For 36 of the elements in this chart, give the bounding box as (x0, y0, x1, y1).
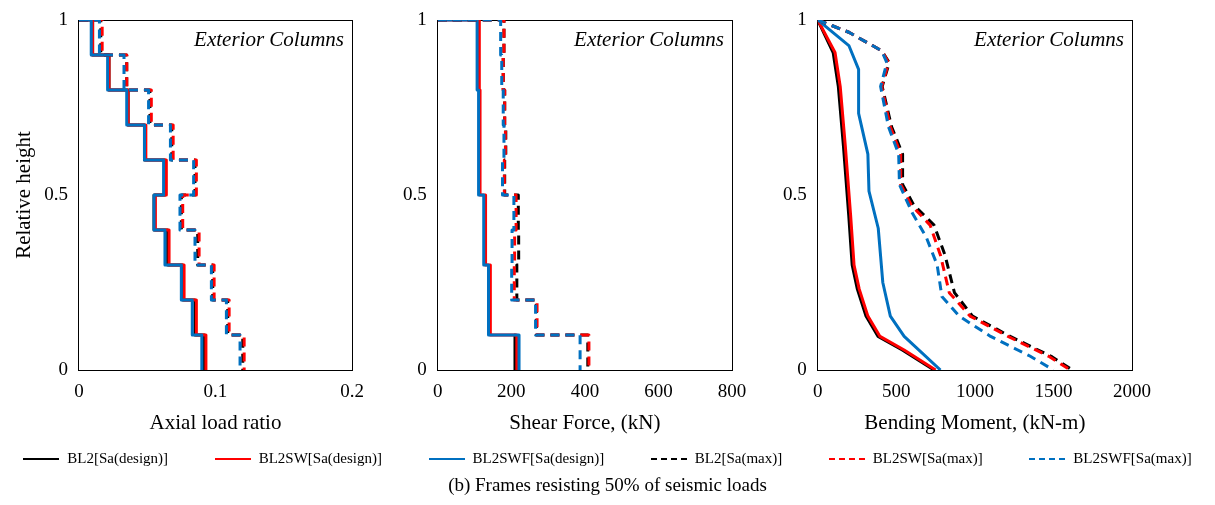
y-axis-title: Relative height (11, 130, 36, 259)
y-tick-label: 1 (797, 7, 807, 29)
x-axis-title: Bending Moment, (kN-m) (864, 409, 1086, 434)
x-tick-label: 500 (882, 380, 911, 402)
y-tick-label: 0 (58, 357, 68, 379)
y-tick-label: 0 (417, 357, 427, 379)
y-tick-label: 0.5 (44, 182, 68, 204)
legend-label: BL2[Sa(max)] (694, 450, 783, 467)
legend-label: BL2SW[Sa(max)] (872, 450, 983, 467)
x-tick-label: 600 (644, 380, 673, 402)
annotation: Exterior Columns (573, 27, 724, 52)
text: (b) Frames resisting 50% of seismic loads (447, 474, 768, 496)
legend-label: BL2[Sa(design)] (67, 450, 169, 467)
x-axis-title: Shear Force, (kN) (509, 409, 661, 434)
annotation: Exterior Columns (973, 27, 1124, 52)
x-tick-label: 0.2 (340, 380, 364, 402)
x-tick-label: 200 (497, 380, 526, 402)
y-tick-label: 1 (417, 7, 427, 29)
y-tick-label: 0.5 (403, 182, 427, 204)
x-tick-label: 0 (433, 380, 443, 402)
x-tick-label: 800 (717, 380, 747, 402)
y-tick-label: 0.5 (783, 182, 807, 204)
x-tick-label: 1500 (1034, 380, 1073, 402)
x-tick-label: 0.1 (203, 380, 228, 402)
x-tick-label: 0 (74, 380, 84, 402)
x-tick-label: 2000 (1113, 380, 1151, 402)
legend-label: BL2SW[Sa(design)] (258, 450, 382, 467)
legend-label: BL2SWF[Sa(max)] (1073, 450, 1192, 467)
x-tick-label: 1000 (955, 380, 994, 402)
y-tick-label: 0 (797, 357, 807, 379)
x-axis-title: Axial load ratio (149, 409, 282, 434)
x-tick-label: 0 (813, 380, 823, 402)
x-tick-label: 400 (570, 380, 600, 402)
legend-label: BL2SWF[Sa(design)] (472, 450, 605, 467)
y-tick-label: 1 (58, 7, 68, 29)
annotation: Exterior Columns (193, 27, 344, 52)
